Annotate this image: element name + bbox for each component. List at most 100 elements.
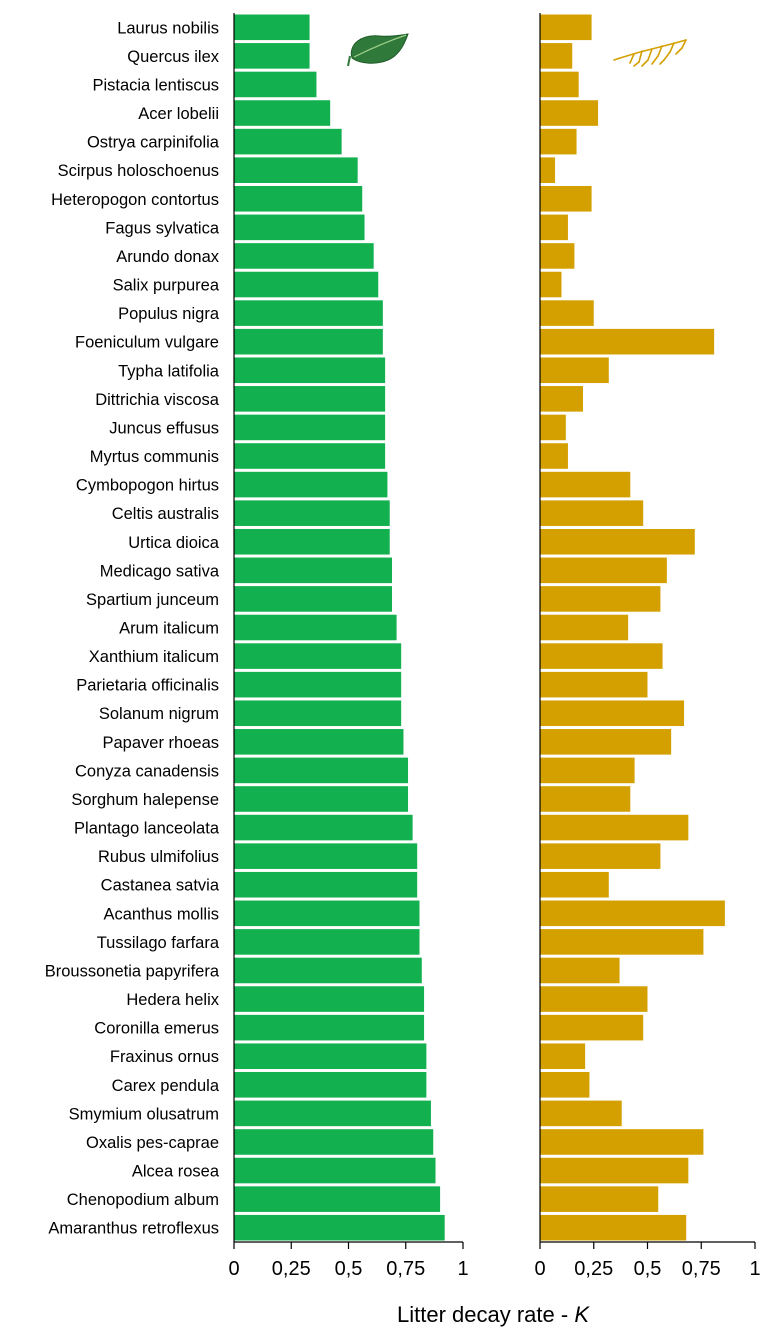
category-label: Salix purpurea	[113, 277, 220, 295]
leaf-bar	[234, 1014, 425, 1041]
leaf-bar	[234, 100, 331, 126]
category-label: Celtis australis	[112, 505, 219, 523]
category-label: Solanum nigrum	[99, 705, 219, 723]
root-bar	[540, 929, 704, 955]
root-bar	[540, 157, 556, 183]
category-label: Plantago lanceolata	[74, 820, 220, 838]
root-bar	[540, 1214, 687, 1241]
leaf-bar	[234, 957, 422, 984]
root-bar	[540, 614, 629, 641]
category-label: Rubus ulmifolius	[98, 848, 219, 866]
root-bar	[540, 1072, 590, 1098]
leaf-bar	[234, 271, 379, 298]
root-bar	[540, 557, 667, 584]
leaf-bar	[234, 843, 418, 869]
category-label: Amaranthus retroflexus	[48, 1220, 219, 1238]
category-label: Spartium junceum	[86, 591, 219, 609]
category-label: Quercus ilex	[127, 48, 219, 66]
leaf-bar	[234, 1100, 431, 1127]
leaf-bar	[234, 14, 310, 41]
leaf-bar	[234, 586, 393, 612]
leaf-bar	[234, 443, 386, 469]
root-bar	[540, 757, 635, 784]
root-bar	[540, 1100, 622, 1127]
leaf-bar	[234, 1072, 427, 1098]
leaf-bar	[234, 757, 409, 784]
root-bar	[540, 43, 573, 69]
category-label: Ostrya carpinifolia	[87, 134, 220, 152]
leaf-bar	[234, 128, 342, 155]
leaf-bar	[234, 357, 386, 384]
leaf-bar	[234, 1043, 427, 1070]
species-labels: Laurus nobilis Quercus ilex Pistacia lenti…	[45, 19, 220, 1237]
root-bar	[540, 528, 695, 555]
leaf-bar	[234, 528, 390, 555]
category-label: Dittrichia viscosa	[95, 391, 220, 409]
root-bar	[540, 986, 648, 1012]
root-x-tick-label: 1	[749, 1258, 760, 1280]
leaf-bar	[234, 1186, 441, 1212]
leaf-bar	[234, 786, 409, 812]
root-bar	[540, 71, 579, 98]
root-bar	[540, 328, 715, 355]
category-label: Medicago sativa	[100, 562, 220, 580]
leaf-x-tick-label: 0,5	[335, 1258, 363, 1280]
leaf-bar	[234, 243, 374, 269]
leaf-bar	[234, 300, 383, 326]
category-label: Smymium olusatrum	[69, 1105, 219, 1123]
leaf-bar	[234, 500, 390, 526]
leaf-bar	[234, 71, 317, 98]
category-label: Alcea rosea	[132, 1163, 220, 1181]
leaf-bar	[234, 214, 365, 241]
category-label: Hedera helix	[126, 991, 219, 1009]
root-bar	[540, 1014, 644, 1041]
root-bar	[540, 843, 661, 869]
leaf-bar	[234, 1214, 445, 1241]
category-label: Chenopodium album	[67, 1191, 219, 1209]
leaf-x-tick-label: 0,25	[272, 1258, 311, 1280]
category-label: Conyza canadensis	[75, 762, 219, 780]
leaf-bar	[234, 328, 383, 355]
category-label: Fraxinus ornus	[110, 1048, 219, 1066]
root-bar	[540, 271, 562, 298]
category-label: Oxalis pes-caprae	[86, 1134, 219, 1152]
category-label: Arum italicum	[119, 620, 219, 638]
root-bar	[540, 243, 575, 269]
category-label: Sorghum halepense	[71, 791, 219, 809]
leaf-bar	[234, 557, 393, 584]
root-bar	[540, 386, 583, 412]
leaf-bar	[234, 871, 418, 898]
root-bar	[540, 1129, 704, 1155]
category-label: Laurus nobilis	[117, 19, 219, 37]
leaf-bar	[234, 414, 386, 441]
category-label: Myrtus communis	[90, 448, 219, 466]
category-label: Acanthus mollis	[103, 905, 219, 923]
category-label: Typha latifolia	[118, 362, 220, 380]
category-label: Parietaria officinalis	[76, 677, 219, 695]
leaf-bar	[234, 157, 358, 183]
root-bar	[540, 14, 592, 41]
root-bar	[540, 786, 631, 812]
root-bar	[540, 128, 577, 155]
leaf-bar	[234, 929, 420, 955]
root-bar	[540, 300, 594, 326]
root-bar	[540, 814, 689, 841]
leaf-bar	[234, 43, 310, 69]
leaf-bar	[234, 700, 402, 727]
leaf-bar	[234, 185, 363, 212]
category-label: Urtica dioica	[128, 534, 220, 552]
root-icon	[613, 39, 687, 67]
root-bar	[540, 500, 644, 526]
category-label: Fagus sylvatica	[105, 219, 220, 237]
root-bar	[540, 957, 620, 984]
category-label: Heteropogon contortus	[51, 191, 219, 209]
x-axis-title: Litter decay rate - K	[397, 1302, 590, 1327]
root-bar	[540, 671, 648, 698]
root-bar	[540, 471, 631, 498]
leaf-bar	[234, 1129, 434, 1155]
root-x-tick-label: 0,75	[682, 1258, 721, 1280]
leaf-bar	[234, 643, 402, 669]
root-bar	[540, 1043, 586, 1070]
leaf-bar	[234, 986, 425, 1012]
